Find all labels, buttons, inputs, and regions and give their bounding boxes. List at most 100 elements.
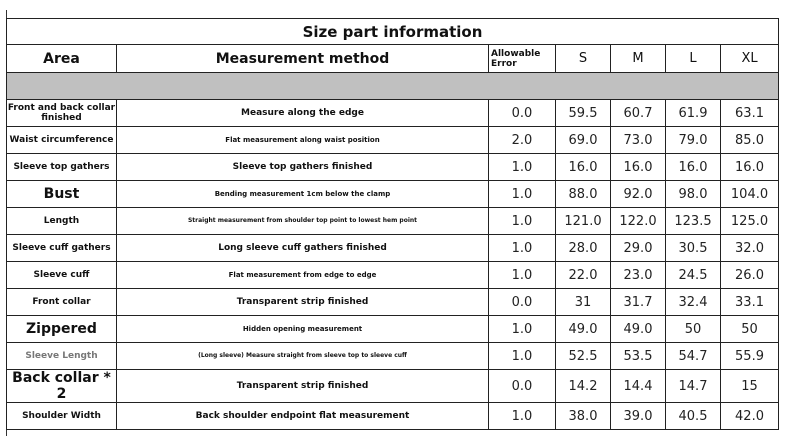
table-row: Front collar Transparent strip finished 0.… xyxy=(6,288,780,316)
cell-size-m: 53.5 xyxy=(610,342,666,370)
cell-size-l: 40.5 xyxy=(665,402,721,430)
cell-allowable-error: 1.0 xyxy=(488,261,556,289)
cell-size-s: 14.2 xyxy=(555,369,611,403)
cell-area: Sleeve cuff gathers xyxy=(6,234,117,262)
table-row: Sleeve cuff gathers Long sleeve cuff gath… xyxy=(6,234,780,262)
cell-area: Length xyxy=(6,207,117,235)
cell-size-xl: 125.0 xyxy=(719,207,780,235)
cell-size-m: 60.7 xyxy=(610,99,666,127)
table-row: Sleeve top gathers Sleeve top gathers fin… xyxy=(6,153,780,181)
cell-size-s: 88.0 xyxy=(555,180,611,208)
table-row: Bust Bending measurement 1cm below the cl… xyxy=(6,180,780,208)
cell-size-xl: 32.0 xyxy=(719,234,780,262)
cell-size-xl: 15 xyxy=(719,369,780,403)
cell-size-s: 49.0 xyxy=(555,315,611,343)
cell-area: Back collar * 2 xyxy=(6,369,117,403)
cell-size-m: 31.7 xyxy=(610,288,666,316)
table-title: Size part information xyxy=(5,18,780,45)
cell-size-l: 98.0 xyxy=(665,180,721,208)
cell-size-l: 54.7 xyxy=(665,342,721,370)
cell-area: Waist circumference xyxy=(6,126,117,154)
cell-allowable-error: 0.0 xyxy=(488,369,556,403)
table-row: Sleeve Length (Long sleeve) Measure strai… xyxy=(6,342,780,370)
table-row: Shoulder Width Back shoulder endpoint fla… xyxy=(6,402,780,430)
cell-size-l: 24.5 xyxy=(665,261,721,289)
table-row: Zippered Hidden opening measurement 1.0 49.… xyxy=(6,315,780,343)
cell-size-l: 123.5 xyxy=(665,207,721,235)
cell-size-s: 52.5 xyxy=(555,342,611,370)
cell-area: Front collar xyxy=(6,288,117,316)
header-size-m: M xyxy=(610,44,666,73)
cell-allowable-error: 2.0 xyxy=(488,126,556,154)
table-row: Length Straight measurement from shoulder… xyxy=(6,207,780,235)
cell-size-xl: 104.0 xyxy=(719,180,780,208)
cell-area: Bust xyxy=(6,180,117,208)
cell-size-s: 59.5 xyxy=(555,99,611,127)
table-row: Front and back collar finished Measure al… xyxy=(6,99,780,127)
cell-method: Flat measurement from edge to edge xyxy=(116,261,489,289)
cell-method: Sleeve top gathers finished xyxy=(116,153,489,181)
size-table: Size part information Area Measurement m… xyxy=(5,18,780,430)
cell-method: Transparent strip finished xyxy=(116,288,489,316)
header-allowable-error: Allowable Error xyxy=(488,44,556,73)
cell-area: Front and back collar finished xyxy=(6,99,117,127)
cell-size-s: 38.0 xyxy=(555,402,611,430)
cell-size-l: 32.4 xyxy=(665,288,721,316)
cell-size-m: 39.0 xyxy=(610,402,666,430)
header-size-l: L xyxy=(665,44,721,73)
cell-area: Sleeve Length xyxy=(6,342,117,370)
table-row: Waist circumference Flat measurement alon… xyxy=(6,126,780,154)
cell-size-s: 22.0 xyxy=(555,261,611,289)
cell-size-l: 16.0 xyxy=(665,153,721,181)
cell-method: Transparent strip finished xyxy=(116,369,489,403)
cell-method: Back shoulder endpoint flat measurement xyxy=(116,402,489,430)
cell-allowable-error: 1.0 xyxy=(488,315,556,343)
header-area: Area xyxy=(6,44,117,73)
cell-size-xl: 42.0 xyxy=(719,402,780,430)
cell-allowable-error: 0.0 xyxy=(488,288,556,316)
cell-method: Flat measurement along waist position xyxy=(116,126,489,154)
cell-allowable-error: 0.0 xyxy=(488,99,556,127)
cell-method: Measure along the edge xyxy=(116,99,489,127)
cell-area: Zippered xyxy=(6,315,117,343)
cell-size-l: 14.7 xyxy=(665,369,721,403)
header-method: Measurement method xyxy=(116,44,489,73)
cell-size-xl: 50 xyxy=(719,315,780,343)
cell-method: Bending measurement 1cm below the clamp xyxy=(116,180,489,208)
cell-size-m: 16.0 xyxy=(610,153,666,181)
header-size-xl: XL xyxy=(719,44,780,73)
cell-size-l: 61.9 xyxy=(665,99,721,127)
cell-size-xl: 55.9 xyxy=(719,342,780,370)
cell-allowable-error: 1.0 xyxy=(488,153,556,181)
cell-size-l: 30.5 xyxy=(665,234,721,262)
cell-size-m: 122.0 xyxy=(610,207,666,235)
cell-size-l: 50 xyxy=(665,315,721,343)
cell-allowable-error: 1.0 xyxy=(488,180,556,208)
cell-size-s: 16.0 xyxy=(555,153,611,181)
cell-size-s: 31 xyxy=(555,288,611,316)
cell-area: Shoulder Width xyxy=(6,402,117,430)
cell-size-xl: 33.1 xyxy=(719,288,780,316)
cell-method: Hidden opening measurement xyxy=(116,315,489,343)
gray-spacer-row xyxy=(5,72,780,100)
cell-size-xl: 16.0 xyxy=(719,153,780,181)
cell-size-l: 79.0 xyxy=(665,126,721,154)
cell-size-xl: 63.1 xyxy=(719,99,780,127)
cell-size-m: 92.0 xyxy=(610,180,666,208)
cell-size-xl: 85.0 xyxy=(719,126,780,154)
cell-size-m: 14.4 xyxy=(610,369,666,403)
cell-allowable-error: 1.0 xyxy=(488,402,556,430)
cell-size-s: 69.0 xyxy=(555,126,611,154)
cell-allowable-error: 1.0 xyxy=(488,342,556,370)
cell-size-m: 29.0 xyxy=(610,234,666,262)
table-row: Sleeve cuff Flat measurement from edge to… xyxy=(6,261,780,289)
cell-allowable-error: 1.0 xyxy=(488,234,556,262)
cell-size-m: 23.0 xyxy=(610,261,666,289)
cell-method: Straight measurement from shoulder top p… xyxy=(116,207,489,235)
header-size-s: S xyxy=(555,44,611,73)
cell-size-m: 73.0 xyxy=(610,126,666,154)
cell-allowable-error: 1.0 xyxy=(488,207,556,235)
cell-size-m: 49.0 xyxy=(610,315,666,343)
cell-area: Sleeve top gathers xyxy=(6,153,117,181)
cell-size-s: 121.0 xyxy=(555,207,611,235)
